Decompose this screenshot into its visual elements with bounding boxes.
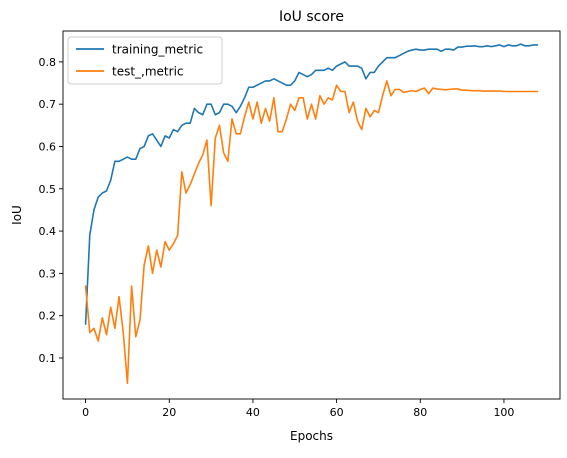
- legend-box: [67, 36, 223, 85]
- y-tick-label: 0.6: [39, 140, 57, 153]
- series-line-test: [84, 80, 539, 385]
- y-axis-label: IoU: [10, 205, 24, 225]
- series-lines: [84, 43, 539, 385]
- legend-label-test: test_,metric: [112, 65, 184, 79]
- x-tick-label: 40: [246, 406, 260, 419]
- legend-label-training: training_metric: [112, 43, 203, 57]
- y-tick-label: 0.3: [39, 267, 57, 280]
- y-tick-label: 0.5: [39, 183, 57, 196]
- y-tick-label: 0.7: [39, 98, 57, 111]
- plot-frame: [62, 30, 561, 400]
- y-tick-label: 0.4: [39, 225, 57, 238]
- x-tick-label: 0: [82, 406, 89, 419]
- y-tick-label: 0.1: [39, 352, 57, 365]
- legend: training_metric test_,metric: [67, 36, 223, 85]
- y-tick-label: 0.8: [39, 56, 57, 69]
- y-axis-ticks: 0.1 0.2 0.3 0.4 0.5 0.6 0.7 0.8: [39, 56, 63, 365]
- series-line-training: [84, 43, 539, 325]
- x-axis-ticks: 0 20 40 60 80 100: [82, 399, 514, 419]
- x-tick-label: 20: [162, 406, 176, 419]
- x-tick-label: 60: [330, 406, 344, 419]
- x-axis-label: Epochs: [290, 429, 333, 443]
- y-tick-label: 0.2: [39, 310, 57, 323]
- chart-title: IoU score: [279, 9, 344, 25]
- x-tick-label: 80: [413, 406, 427, 419]
- x-tick-label: 100: [493, 406, 514, 419]
